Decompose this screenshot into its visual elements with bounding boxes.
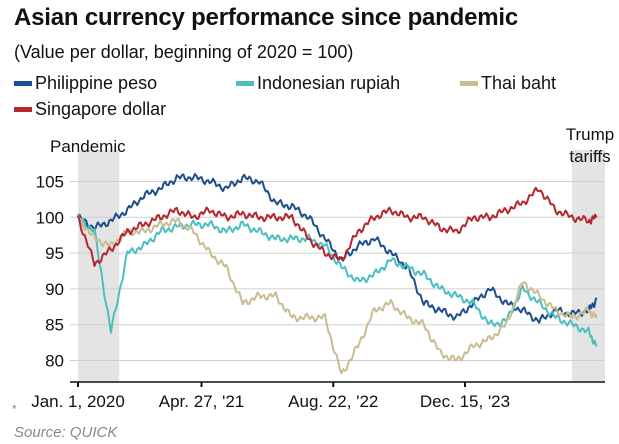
source-note: Source: QUICK [14,424,118,441]
y-tick-label: 80 [45,352,64,371]
series-line-indonesian-rupiah [77,213,598,348]
legend-label-philippine-peso: Philippine peso [35,73,158,93]
y-tick-label: 100 [36,208,64,227]
y-tick-label: 90 [45,280,64,299]
annotation-band [572,150,605,382]
x-tick-label: Aug. 22, '22 [288,392,378,411]
legend-label-thai-baht: Thai baht [481,73,557,93]
y-tick-label: 105 [36,172,64,191]
legend-swatch-indonesian-rupiah [236,81,254,86]
footnote: * [12,402,17,416]
legend-label-indonesian-rupiah: Indonesian rupiah [257,73,401,93]
legend-singapore-dollar: Singapore dollar [14,99,166,120]
chart-subtitle: (Value per dollar, beginning of 2020 = 1… [14,42,354,62]
series-line-singapore-dollar [77,186,598,267]
annotation-label-pandemic: Pandemic [50,137,126,156]
annotation-band [78,150,120,382]
legend-swatch-singapore-dollar [14,107,32,112]
legend-thai-baht: Thai baht [460,73,556,94]
legend-label-singapore-dollar: Singapore dollar [35,99,167,119]
legend-swatch-philippine-peso [14,81,32,86]
series-line-philippine-peso [77,173,598,324]
legend-philippine-peso: Philippine peso [14,73,157,94]
series-line-thai-baht [77,217,598,375]
annotation-label-trump-tariffs-line2: tariffs [569,147,610,166]
x-tick-label: Jan. 1, 2020 [31,392,125,411]
chart-title: Asian currency performance since pandemi… [14,4,519,31]
y-tick-label: 85 [45,316,64,335]
y-tick-label: 95 [45,244,64,263]
annotation-label-trump-tariffs-line1: Trump [566,125,615,144]
legend-indonesian-rupiah: Indonesian rupiah [236,73,400,94]
x-tick-label: Apr. 27, '21 [159,392,244,411]
x-tick-label: Dec. 15, '23 [420,392,510,411]
legend-swatch-thai-baht [460,81,478,86]
